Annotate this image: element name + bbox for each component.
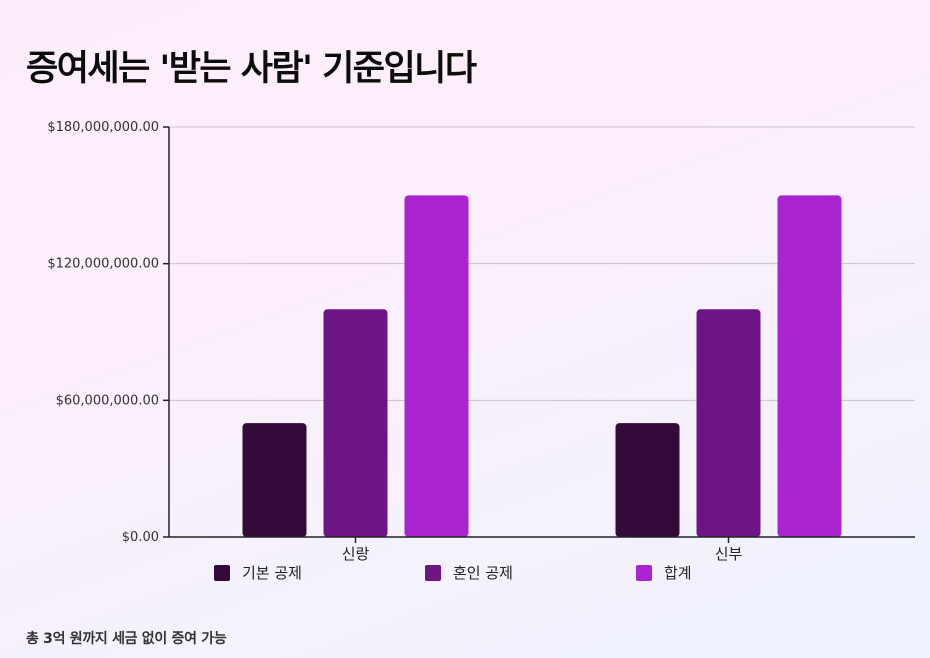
bar-2-2 [696, 309, 761, 537]
legend-swatch [636, 565, 652, 581]
legend-label: 혼인 공제 [453, 564, 513, 582]
x-category-label: 신부 [715, 545, 743, 563]
axes [168, 127, 915, 538]
legend-label: 합계 [664, 564, 692, 582]
bar-1-2 [323, 309, 388, 537]
x-category-labels: 신랑 신부 [342, 537, 743, 563]
chart-title: 증여세는 '받는 사람' 기준입니다 [26, 49, 477, 89]
y-tick-label: $60,000,000.00 [56, 393, 159, 408]
bar-2-3 [777, 195, 842, 538]
y-tick-label: $180,000,000.00 [47, 120, 159, 135]
y-ticks: $0.00 $60,000,000.00 $120,000,000.00 $180,0… [47, 120, 169, 545]
legend-swatch [214, 565, 230, 581]
y-tick-label: $0.00 [122, 530, 159, 545]
bar-chart: $0.00 $60,000,000.00 $120,000,000.00 $180,0… [47, 120, 915, 582]
footnote: 총 3억 원까지 세금 없이 증여 가능 [26, 631, 227, 647]
y-tick-label: $120,000,000.00 [47, 257, 159, 272]
legend-swatch [425, 565, 441, 581]
bar-1-3 [404, 195, 469, 538]
legend: 기본 공제 혼인 공제 합계 [214, 564, 692, 582]
bar-2-1 [615, 423, 680, 537]
x-category-label: 신랑 [342, 545, 370, 563]
legend-label: 기본 공제 [242, 564, 302, 582]
bar-group [242, 195, 842, 538]
bar-1-1 [242, 423, 307, 537]
